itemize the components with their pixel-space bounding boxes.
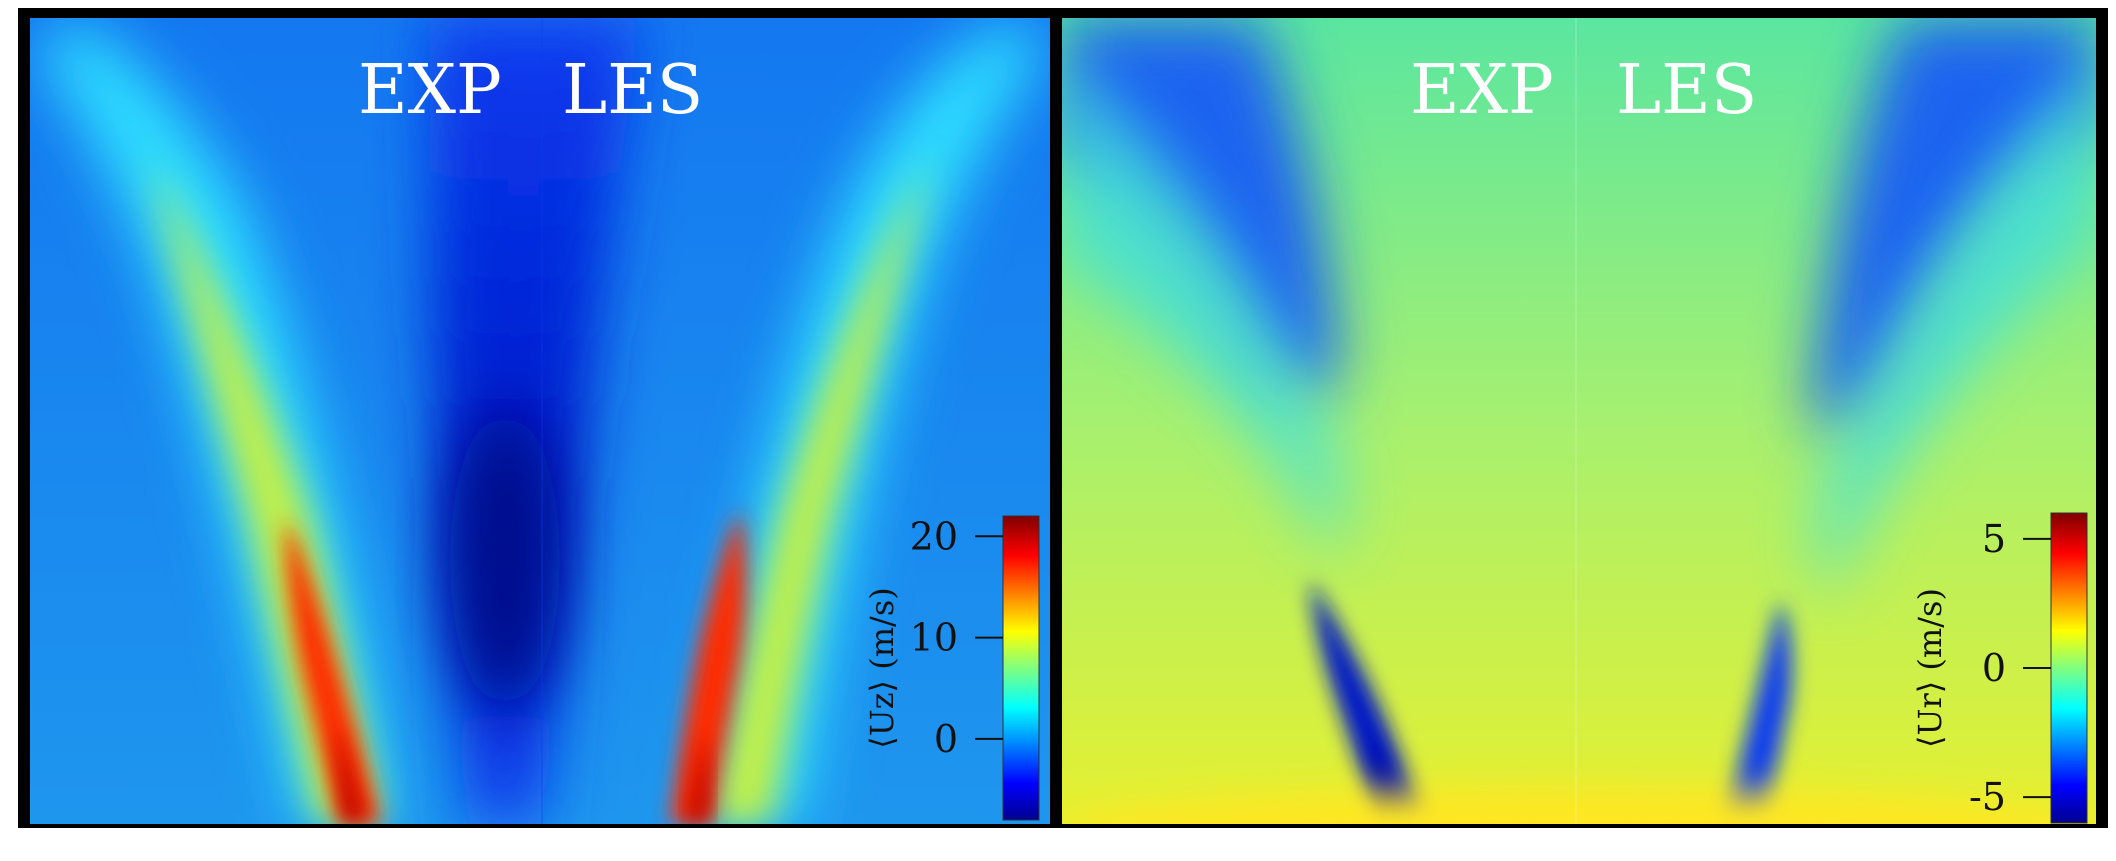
ur-exp-label: EXP — [1410, 51, 1554, 130]
uz-deep-core — [450, 410, 560, 710]
ur-right-cyan-band — [1815, 60, 2096, 600]
ur-right-lobe — [1810, 18, 2096, 429]
ur-colorbar: 5 0 -5 ⟨Ur⟩ (m/s) — [1911, 512, 2088, 824]
uz-colorbar-gradient — [1002, 515, 1040, 821]
ur-colorbar-tick-label: 0 — [1982, 646, 2006, 690]
uz-les-label: LES — [562, 51, 703, 130]
ur-colorbar-title: ⟨Ur⟩ (m/s) — [1911, 588, 1949, 748]
ur-left-lobe — [1062, 18, 1340, 393]
uz-colorbar: 0 10 20⟨Uz⟩ (m/s) — [863, 514, 1040, 821]
ur-panel — [1062, 18, 2096, 824]
uz-right-jet-core — [670, 510, 746, 824]
ur-colorbar-tick-label: -5 — [1969, 775, 2006, 819]
ur-right-jet-streak — [1725, 600, 1792, 824]
uz-right-jet-peak — [688, 730, 708, 824]
ur-colorbar-tick-label: 5 — [1982, 517, 2006, 561]
ur-left-cyan-band — [1062, 60, 1345, 560]
ur-colorbar-gradient — [2050, 512, 2088, 824]
ur-les-label: LES — [1616, 51, 1757, 130]
uz-colorbar-tick-label: 20 — [910, 514, 958, 558]
uz-colorbar-tick-label: 10 — [910, 616, 958, 660]
uz-colorbar-tick-label: 0 — [934, 717, 958, 761]
uz-colorbar-title: ⟨Uz⟩ (m/s) — [863, 587, 901, 748]
ur-base-warm-band — [1066, 790, 2094, 824]
uz-panel — [30, 18, 1050, 824]
uz-right-jet-shear — [710, 160, 930, 824]
uz-exp-label: EXP — [358, 51, 502, 130]
ur-left-jet-streak — [1310, 580, 1425, 824]
uz-left-jet-peak — [335, 720, 365, 824]
uz-left-jet-core — [285, 520, 380, 824]
